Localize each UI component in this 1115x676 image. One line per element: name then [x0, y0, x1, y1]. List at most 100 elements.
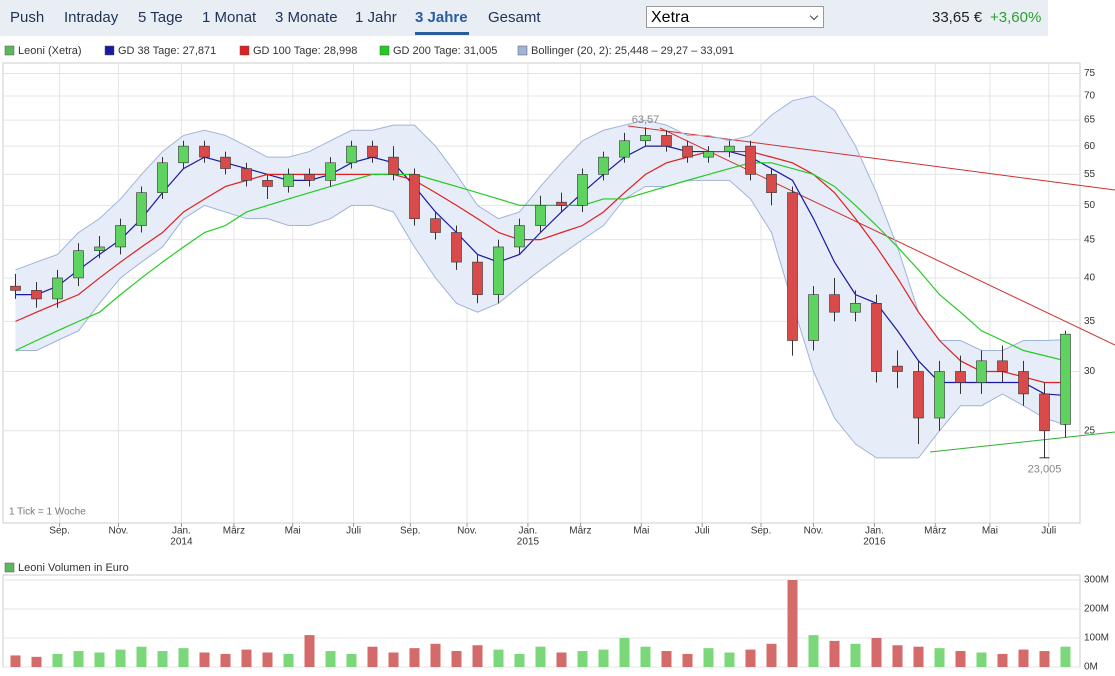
- tab[interactable]: 5 Tage: [138, 9, 183, 26]
- candle-body: [199, 145, 210, 158]
- candle-body: [409, 174, 420, 219]
- legend-label: GD 38 Tage: 27,871: [118, 45, 216, 57]
- candle-body: [178, 145, 189, 164]
- volume-bar: [1018, 649, 1029, 667]
- volume-bar: [787, 580, 798, 667]
- candle-body: [808, 294, 819, 341]
- tab[interactable]: Intraday: [64, 9, 119, 26]
- volume-bar: [934, 648, 945, 667]
- candle-body: [52, 277, 63, 300]
- volume-bar: [325, 651, 336, 667]
- x-tick-label: Nov.: [108, 526, 128, 537]
- volume-bar: [493, 649, 504, 667]
- volume-bar: [241, 649, 252, 667]
- legend-swatch: [104, 45, 115, 56]
- price-change: +3,60%: [990, 9, 1042, 26]
- candle-body: [346, 145, 357, 164]
- toolbar: Xetra 33,65 € +3,60% Push Intraday 5 Tage 1…: [0, 0, 1048, 36]
- y-tick-label: 65: [1084, 115, 1096, 126]
- candle-body: [577, 174, 588, 206]
- x-tick-label: Sep.: [49, 526, 70, 537]
- tab[interactable]: 1 Jahr: [355, 9, 397, 26]
- volume-bar: [829, 640, 840, 667]
- band-upper: [15, 95, 1066, 352]
- volume-bar: [388, 652, 399, 667]
- candle-body: [955, 371, 966, 383]
- tab[interactable]: Push: [10, 9, 45, 26]
- candle-body: [514, 225, 525, 248]
- volume-bar: [745, 649, 756, 667]
- legend-swatch: [4, 45, 15, 56]
- x-tick-label: Juli: [346, 526, 361, 537]
- y-tick-label: 45: [1084, 234, 1096, 245]
- volume-bar: [1060, 646, 1071, 667]
- candle-body: [73, 250, 84, 279]
- legend-swatch: [239, 45, 250, 56]
- volume-bar: [283, 653, 294, 667]
- candle-body: [325, 162, 336, 181]
- tab[interactable]: 3 Jahre: [415, 9, 468, 26]
- candle-body: [556, 201, 567, 206]
- candle-body: [976, 360, 987, 383]
- volume-bar: [871, 638, 882, 667]
- exchange-select[interactable]: Xetra: [646, 6, 824, 28]
- tab[interactable]: Gesamt: [488, 9, 541, 26]
- candle-body: [745, 145, 756, 175]
- year-label: 2015: [517, 537, 540, 548]
- y-tick-label: 40: [1084, 273, 1096, 284]
- volume-bar: [1039, 651, 1050, 667]
- x-tick-label: März: [924, 526, 946, 537]
- volume-bar: [451, 651, 462, 667]
- candle-body: [871, 302, 882, 372]
- volume-bar: [850, 643, 861, 667]
- trend-line: [627, 125, 1115, 191]
- volume-bar: [661, 651, 672, 667]
- x-tick-label: Nov.: [804, 526, 824, 537]
- y-tick-label: 300M: [1084, 575, 1109, 586]
- volume-bar: [913, 646, 924, 667]
- candle-body: [997, 360, 1008, 372]
- candle-body: [1018, 371, 1029, 395]
- y-tick-label: 30: [1084, 366, 1096, 377]
- volume-bar: [73, 651, 84, 667]
- volume-bar: [556, 652, 567, 667]
- candle-body: [115, 225, 126, 248]
- legend-swatch: [517, 45, 528, 56]
- volume-bar: [199, 652, 210, 667]
- legend-label: GD 200 Tage: 31,005: [393, 45, 497, 57]
- candle-body: [682, 145, 693, 158]
- candle-body: [493, 246, 504, 295]
- x-tick-label: Sep.: [751, 526, 772, 537]
- volume-bar: [409, 648, 420, 667]
- trend-line: [929, 431, 1115, 453]
- volume-bar: [115, 649, 126, 667]
- candle-body: [1039, 393, 1050, 432]
- year-label: 2016: [863, 537, 886, 548]
- volume-bar: [766, 643, 777, 667]
- volume-bar: [619, 638, 630, 667]
- legend-label: Leoni (Xetra): [18, 45, 82, 57]
- volume-bar: [535, 646, 546, 667]
- y-tick-label: 70: [1084, 91, 1096, 102]
- volume-bar: [136, 646, 147, 667]
- candle-body: [913, 371, 924, 419]
- legend-label: GD 100 Tage: 28,998: [253, 45, 357, 57]
- candle-body: [388, 156, 399, 175]
- legend-swatch: [4, 562, 15, 573]
- y-tick-label: 55: [1084, 169, 1096, 180]
- tab[interactable]: 1 Monat: [202, 9, 257, 26]
- x-tick-label: März: [223, 526, 245, 537]
- tab[interactable]: 3 Monate: [275, 9, 338, 26]
- candle-body: [619, 140, 630, 158]
- volume-bar: [220, 653, 231, 667]
- candle-body: [430, 218, 441, 233]
- volume-bar: [346, 653, 357, 667]
- volume-bar: [10, 655, 21, 667]
- band-fill: [15, 95, 1066, 458]
- candle-body: [220, 156, 231, 169]
- x-tick-label: Juli: [1041, 526, 1056, 537]
- candle-body: [136, 192, 147, 226]
- candle-body: [766, 174, 777, 193]
